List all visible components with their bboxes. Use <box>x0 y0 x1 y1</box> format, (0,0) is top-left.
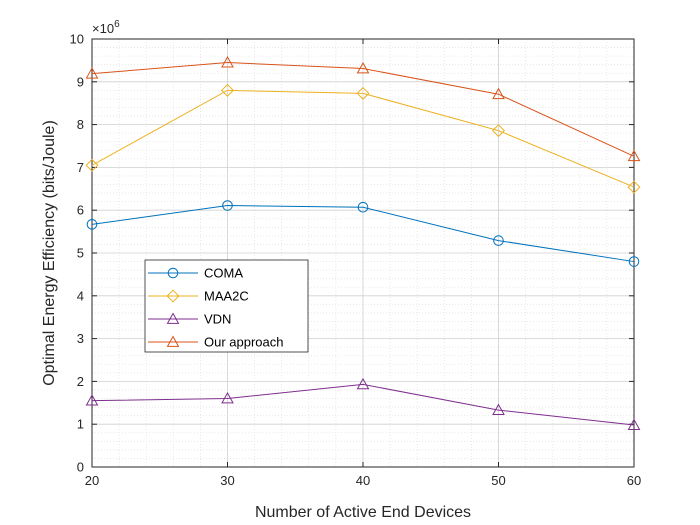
y-tick-label: 1 <box>77 417 84 432</box>
y-tick-label: 9 <box>77 74 84 89</box>
legend-marker <box>166 289 180 303</box>
data-point-coma <box>86 219 98 230</box>
series-line-coma <box>91 204 635 263</box>
legend-item-vdn: VDN <box>148 312 231 327</box>
data-point-maa2c <box>85 158 99 172</box>
data-point-our-approach <box>627 149 641 162</box>
series-our-approach <box>85 56 641 162</box>
legend-label: VDN <box>204 312 231 327</box>
y-tick-label: 0 <box>77 460 84 475</box>
data-point-maa2c <box>356 86 370 100</box>
legend-label: Our approach <box>204 335 284 350</box>
legend-item-our-approach: Our approach <box>148 335 284 350</box>
legend-marker <box>166 312 180 324</box>
series-vdn <box>85 377 641 430</box>
series-line-maa2c <box>91 89 635 188</box>
tick-labels: 20 30 40 50 60 0 1 2 3 4 5 6 7 8 9 10 <box>70 32 642 489</box>
legend-box <box>144 259 309 353</box>
data-point-our-approach <box>492 87 505 100</box>
y-tick-label: 6 <box>77 203 84 218</box>
y-axis-title: Optimal Energy Efficiency (bits/Joule) <box>41 120 58 386</box>
series-line-vdn <box>91 383 635 426</box>
data-point-our-approach <box>85 67 99 79</box>
y-tick-label: 10 <box>70 32 84 47</box>
series-layer <box>85 56 641 430</box>
x-tick-label: 20 <box>85 473 99 488</box>
data-point-vdn <box>221 391 234 404</box>
data-point-our-approach <box>356 62 370 74</box>
x-tick-label: 30 <box>220 473 234 488</box>
legend-marker <box>166 335 180 347</box>
legend-label: COMA <box>204 266 243 281</box>
data-point-coma <box>222 200 233 211</box>
data-point-coma <box>357 201 369 213</box>
x-tick-label: 60 <box>627 473 641 488</box>
data-point-vdn <box>627 418 641 430</box>
ticks <box>91 38 635 468</box>
y-multiplier: ×106 <box>92 19 120 36</box>
data-point-vdn <box>85 394 99 406</box>
data-point-maa2c <box>220 83 235 97</box>
y-tick-label: 4 <box>77 288 84 303</box>
legend-item-coma: COMA <box>148 266 243 281</box>
y-tick-label: 8 <box>77 117 84 132</box>
x-tick-label: 40 <box>356 473 370 488</box>
y-tick-label: 5 <box>77 246 84 261</box>
x-axis-title: Number of Active End Devices <box>255 504 471 521</box>
data-point-our-approach <box>221 56 234 68</box>
series-line-our-approach <box>91 62 635 157</box>
y-tick-label: 7 <box>77 160 84 175</box>
x-tick-label: 50 <box>491 473 505 488</box>
data-point-maa2c <box>627 180 641 194</box>
data-point-vdn <box>356 377 370 390</box>
legend: COMA MAA2C VDN Our approach <box>144 259 309 353</box>
legend-label: MAA2C <box>204 289 249 304</box>
series-coma <box>86 200 640 267</box>
series-maa2c <box>85 83 641 194</box>
data-point-coma <box>493 235 504 246</box>
y-tick-label: 2 <box>77 374 84 389</box>
data-point-coma <box>628 256 640 267</box>
data-point-vdn <box>492 403 505 415</box>
legend-item-maa2c: MAA2C <box>148 289 249 304</box>
y-tick-label: 3 <box>77 331 84 346</box>
data-point-maa2c <box>491 124 506 138</box>
legend-marker <box>167 267 179 279</box>
